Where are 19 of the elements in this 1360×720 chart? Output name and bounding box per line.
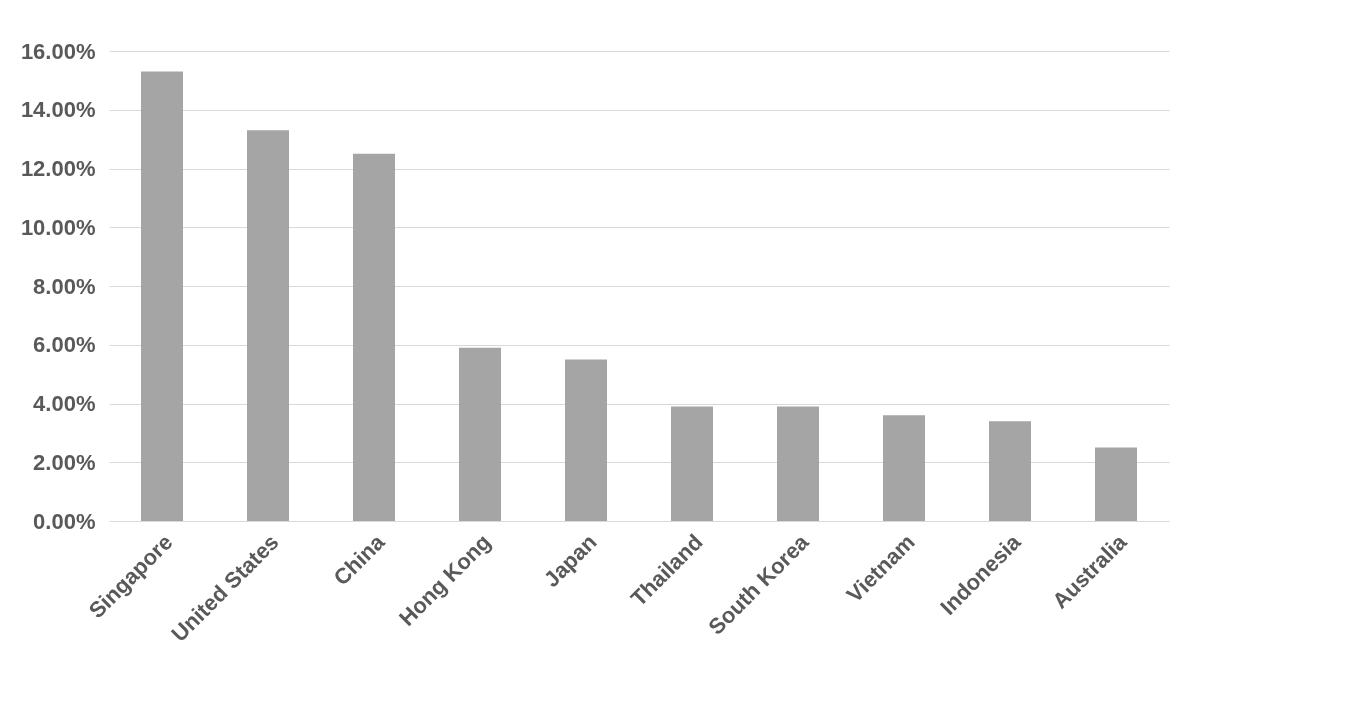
y-tick-label: 14.00% xyxy=(20,97,96,123)
y-tick-label: 6.00% xyxy=(33,332,96,358)
y-tick-label: 0.00% xyxy=(33,508,96,534)
y-tick-label: 2.00% xyxy=(33,449,96,475)
y-tick-label: 12.00% xyxy=(20,156,96,181)
y-tick-label: 16.00% xyxy=(20,38,96,64)
bar xyxy=(459,347,501,521)
bar xyxy=(989,421,1031,521)
bar xyxy=(141,71,183,521)
bar xyxy=(883,415,925,521)
bar xyxy=(247,130,289,521)
bar xyxy=(1095,447,1137,521)
bar xyxy=(671,406,713,521)
y-tick-label: 4.00% xyxy=(33,391,96,416)
bar xyxy=(565,359,607,521)
bar xyxy=(777,406,819,521)
bar xyxy=(353,153,395,521)
y-tick-label: 8.00% xyxy=(33,273,96,299)
y-tick-label: 10.00% xyxy=(20,214,96,240)
